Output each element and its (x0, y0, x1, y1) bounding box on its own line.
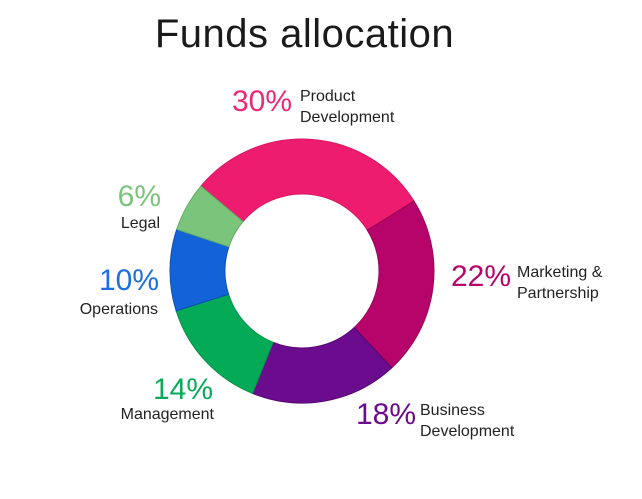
chart-title: Funds allocation (154, 12, 455, 56)
pct-label-operations: 10% (99, 264, 159, 297)
slice-labels: 30% Product Development 22% Marketing & Partn… (80, 85, 603, 440)
pct-label-business-development: 18% (356, 398, 416, 431)
name-label-legal: Legal (121, 215, 160, 232)
slice-marketing-partnership (353, 200, 435, 369)
slice-product-development (200, 138, 415, 231)
name-label-marketing-partnership: Partnership (517, 285, 599, 302)
donut-slices (169, 138, 435, 404)
name-label-management: Management (121, 406, 215, 423)
name-label-product-development: Development (300, 109, 395, 126)
name-label-product-development: Product (300, 88, 356, 105)
slice-legal (176, 185, 244, 248)
name-label-business-development: Development (420, 423, 515, 440)
pct-label-management: 14% (153, 373, 213, 406)
name-label-business-development: Business (420, 402, 485, 419)
pct-label-marketing-partnership: 22% (451, 260, 511, 293)
name-label-operations: Operations (80, 301, 158, 318)
pct-label-product-development: 30% (232, 85, 292, 118)
name-label-marketing-partnership: Marketing & (517, 264, 603, 281)
pct-label-legal: 6% (118, 180, 161, 213)
